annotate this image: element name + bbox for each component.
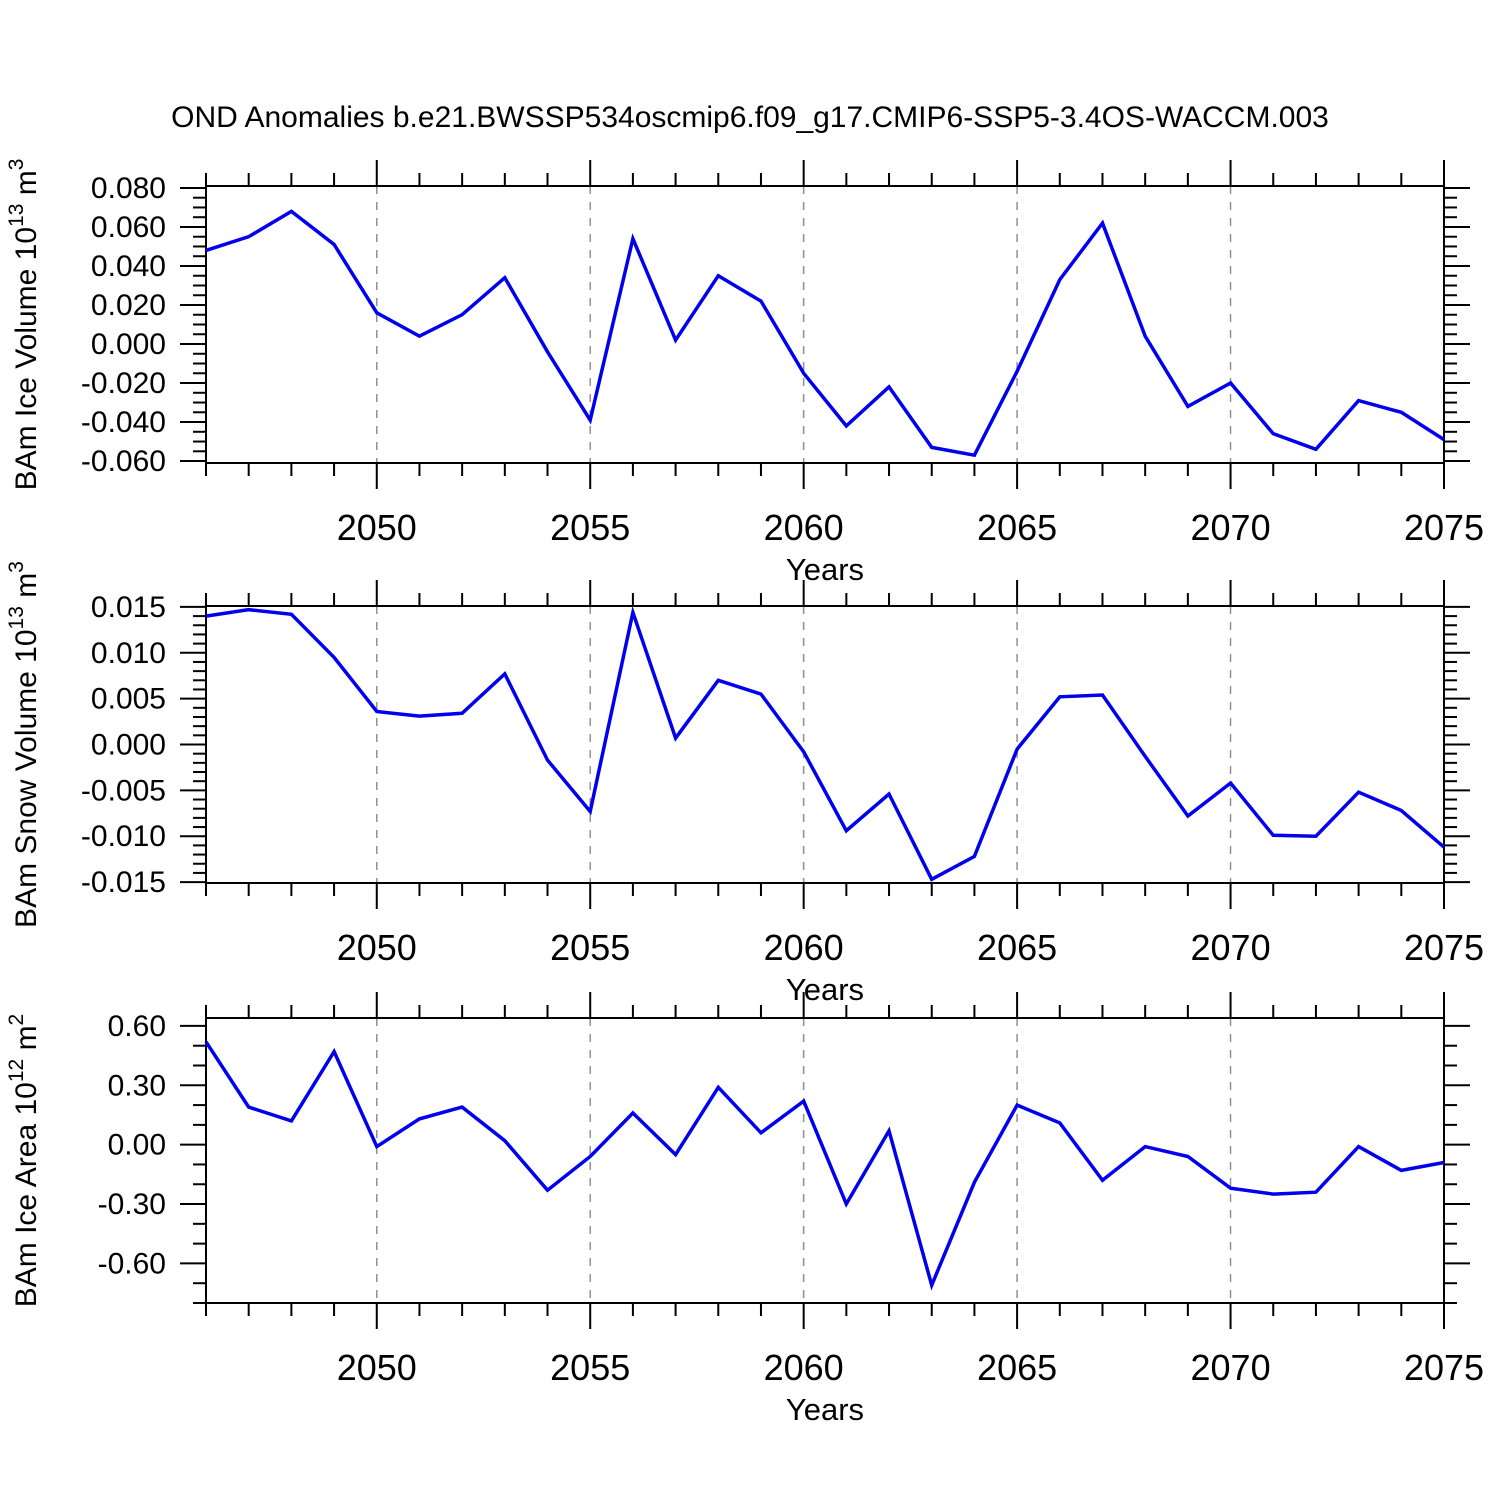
figure-title: OND Anomalies b.e21.BWSSP534oscmip6.f09_… — [171, 101, 1329, 134]
y-axis-title-text: BAm Ice Volume 10 — [10, 227, 43, 490]
plot-frame — [205, 605, 1445, 884]
y-tick-label: 0.000 — [91, 328, 166, 361]
y-axis-title-text: m — [10, 1025, 43, 1058]
y-tick-label: -0.010 — [81, 820, 166, 853]
x-tick-label: 2060 — [764, 927, 844, 968]
x-tick-label: 2070 — [1191, 1347, 1271, 1388]
x-tick-label: 2075 — [1404, 1347, 1484, 1388]
y-tick-label: -0.60 — [98, 1247, 166, 1280]
x-tick-label: 2055 — [550, 507, 630, 548]
x-tick-label: 2070 — [1191, 927, 1271, 968]
y-tick-label: -0.30 — [98, 1188, 166, 1221]
y-axis-title-text: m — [10, 573, 43, 606]
y-tick-label: 0.000 — [91, 729, 166, 762]
x-tick-label: 2065 — [977, 507, 1057, 548]
y-axis-title-text: m — [10, 170, 43, 203]
x-tick-label: 2055 — [550, 927, 630, 968]
y-tick-label: -0.005 — [81, 774, 166, 807]
x-tick-label: 2055 — [550, 1347, 630, 1388]
superscript: 3 — [5, 561, 28, 573]
charts-root: 0.080 0.060 0.040 0.020 0.000 -0.020 -0.040 -0.… — [5, 159, 1484, 1427]
y-tick-label: -0.015 — [81, 866, 166, 899]
x-tick-label: 2050 — [337, 1347, 417, 1388]
superscript: 13 — [5, 606, 28, 629]
superscript: 12 — [5, 1059, 28, 1082]
y-axis-title-text: BAm Snow Volume 10 — [10, 629, 43, 928]
x-tick-label: 2050 — [337, 927, 417, 968]
y-tick-label: 0.30 — [108, 1069, 166, 1102]
y-tick-label: 0.080 — [91, 172, 166, 205]
y-tick-label: -0.060 — [81, 445, 166, 478]
y-tick-label: 0.060 — [91, 211, 166, 244]
y-tick-label: 0.005 — [91, 683, 166, 716]
x-tick-label: 2060 — [764, 507, 844, 548]
x-tick-label: 2075 — [1404, 507, 1484, 548]
chart-3: 0.60 0.30 0.00 -0.30 -0.60 2050 2055 2060 2065 20… — [5, 992, 1484, 1427]
series-line — [204, 1040, 1445, 1291]
superscript: 3 — [5, 159, 28, 171]
series-line — [205, 605, 1446, 882]
superscript: 2 — [5, 1014, 28, 1026]
x-tick-label: 2070 — [1191, 507, 1271, 548]
y-tick-label: -0.040 — [81, 406, 166, 439]
x-tick-label: 2075 — [1404, 927, 1484, 968]
y-tick-label: 0.015 — [91, 591, 166, 624]
chart-1: 0.080 0.060 0.040 0.020 0.000 -0.020 -0.040 -0.… — [5, 159, 1484, 587]
plot-frame — [205, 185, 1445, 464]
y-axis-title-text: BAm Ice Area 10 — [10, 1082, 43, 1307]
chart-2: 0.015 0.010 0.005 0.000 -0.005 -0.010 -0.015 20… — [5, 561, 1484, 1007]
y-tick-label: -0.020 — [81, 367, 166, 400]
x-tick-label: 2065 — [977, 927, 1057, 968]
x-axis-title: Years — [786, 972, 864, 1007]
y-axis-title: BAm Ice Area 1012 m2 — [5, 1014, 43, 1308]
y-tick-label: 0.020 — [91, 289, 166, 322]
x-tick-label: 2060 — [764, 1347, 844, 1388]
superscript: 13 — [5, 204, 28, 227]
x-axis-title: Years — [786, 552, 864, 587]
y-axis-title: BAm Snow Volume 1013 m3 — [5, 561, 43, 928]
series-line — [205, 209, 1445, 458]
y-axis-title: BAm Ice Volume 1013 m3 — [5, 159, 43, 491]
y-tick-label: 0.00 — [108, 1129, 166, 1162]
x-tick-label: 2065 — [977, 1347, 1057, 1388]
x-axis-title: Years — [786, 1392, 864, 1427]
y-tick-label: 0.040 — [91, 250, 166, 283]
x-tick-label: 2050 — [337, 507, 417, 548]
y-tick-label: 0.60 — [108, 1010, 166, 1043]
y-tick-label: 0.010 — [91, 637, 166, 670]
plot-frame — [205, 1017, 1445, 1304]
